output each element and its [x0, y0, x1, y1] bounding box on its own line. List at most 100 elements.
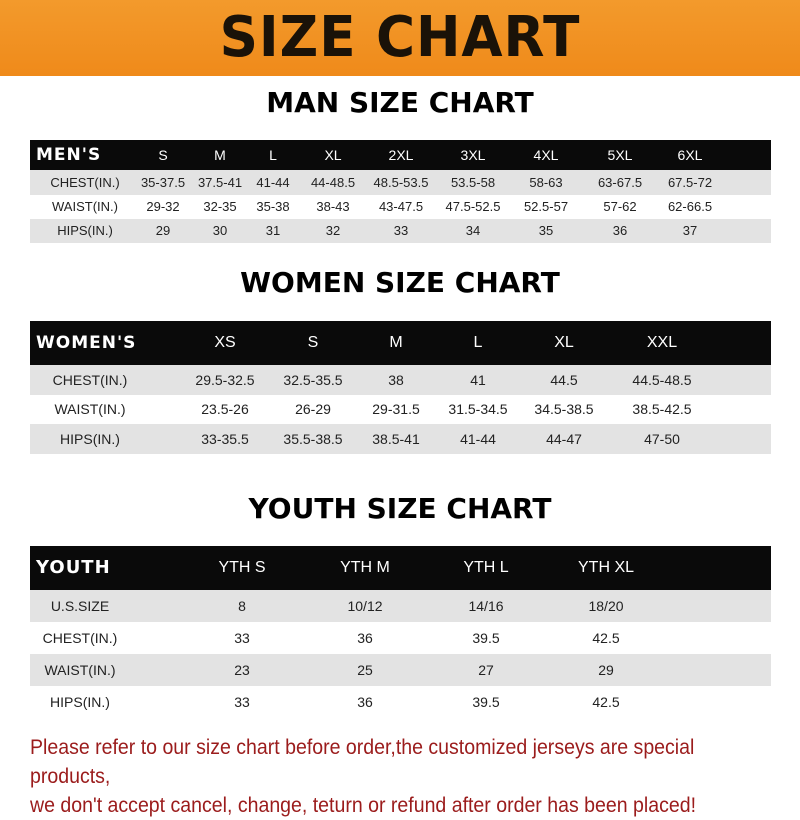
table-cell: 29 [598, 662, 614, 678]
table-cell: 38-43 [316, 199, 350, 214]
banner-title: SIZE CHART [219, 5, 581, 70]
row-label: U.S.SIZE [50, 598, 110, 614]
women-title: WOMEN SIZE CHART [240, 266, 560, 299]
size-header: L [269, 147, 277, 163]
table-cell: 34.5-38.5 [534, 401, 594, 417]
table-cell: 33 [393, 223, 409, 238]
size-header: S [307, 334, 319, 351]
table-cell: 33 [234, 694, 250, 710]
youth-size-table: YOUTH YTH S YTH M YTH L YTH XL U.S.SIZE 8 10/12… [30, 546, 771, 718]
row-label: WAIST(IN.) [44, 662, 116, 678]
table-cell: 38.5-42.5 [632, 401, 692, 417]
table-cell: 42.5 [592, 630, 620, 646]
row-label: CHEST(IN.) [42, 630, 118, 646]
banner: SIZE CHART [0, 0, 800, 76]
size-header: XL [324, 147, 342, 163]
table-cell: 37 [682, 223, 698, 238]
notice-line: we don't accept cancel, change, teturn o… [30, 794, 697, 817]
size-header: M [389, 334, 403, 351]
men-size-table: MEN'S S M L XL 2XL 3XL 4XL 5XL 6XL CHEST(IN.) 35-37… [30, 140, 771, 243]
table-cell: 52.5-57 [523, 199, 569, 214]
size-header: XS [214, 334, 236, 351]
table-row: HIPS(IN.) 29 30 31 32 33 34 35 36 37 [30, 219, 771, 243]
table-cell: 25 [357, 662, 373, 678]
notice-line: Please refer to our size chart before or… [30, 736, 695, 788]
table-cell: 37.5-41 [197, 175, 243, 190]
row-label: HIPS(IN.) [60, 431, 120, 447]
table-cell: 32.5-35.5 [283, 372, 343, 388]
table-cell: 36 [357, 630, 373, 646]
size-header: 2XL [388, 147, 414, 163]
table-cell: 27 [478, 662, 494, 678]
header-row: YOUTH YTH S YTH M YTH L YTH XL [30, 546, 771, 590]
men-title: MAN SIZE CHART [266, 86, 534, 119]
table-cell: 29-32 [146, 199, 180, 214]
table-cell: 53.5-58 [450, 175, 496, 190]
row-label: HIPS(IN.) [57, 223, 113, 238]
row-label: CHEST(IN.) [50, 175, 120, 190]
women-size-table: WOMEN'S XS S M L XL XXL CHEST(IN.) 29.5-32.5 32.5… [30, 321, 771, 454]
table-cell: 32 [325, 223, 341, 238]
table-cell: 33 [234, 630, 250, 646]
size-header: 5XL [607, 147, 633, 163]
table-cell: 36 [612, 223, 628, 238]
table-cell: 29 [155, 223, 171, 238]
table-label: YOUTH [36, 557, 111, 578]
table-cell: 23 [234, 662, 250, 678]
table-row: WAIST(IN.) 23 25 27 29 [30, 654, 771, 686]
youth-title: YOUTH SIZE CHART [248, 492, 552, 525]
table-row: HIPS(IN.) 33-35.5 35.5-38.5 38.5-41 41-44 44-… [30, 424, 771, 454]
table-cell: 41-44 [256, 175, 290, 190]
table-cell: 30 [212, 223, 228, 238]
table-cell: 32-35 [203, 199, 237, 214]
table-cell: 43-47.5 [378, 199, 424, 214]
table-cell: 67.5-72 [667, 175, 713, 190]
row-label: HIPS(IN.) [50, 694, 110, 710]
size-header: YTH XL [577, 559, 635, 576]
table-cell: 36 [357, 694, 373, 710]
size-header: L [473, 334, 483, 351]
table-cell: 35-37.5 [140, 175, 186, 190]
size-header: YTH M [340, 559, 390, 576]
table-row: WAIST(IN.) 29-32 32-35 35-38 38-43 43-47.5 47.… [30, 195, 771, 219]
table-cell: 41 [470, 372, 486, 388]
table-label: MEN'S [36, 145, 102, 165]
table-cell: 10/12 [347, 598, 383, 614]
row-label: WAIST(IN.) [52, 199, 118, 214]
table-cell: 39.5 [472, 630, 500, 646]
table-cell: 48.5-53.5 [373, 175, 429, 190]
table-cell: 44-48.5 [310, 175, 356, 190]
row-label: WAIST(IN.) [54, 401, 126, 417]
table-cell: 23.5-26 [201, 401, 249, 417]
table-cell: 38 [388, 372, 404, 388]
table-cell: 31 [265, 223, 281, 238]
table-row: HIPS(IN.) 33 36 39.5 42.5 [30, 686, 771, 718]
table-cell: 14/16 [468, 598, 504, 614]
table-cell: 35.5-38.5 [283, 431, 343, 447]
notice: Please refer to our size chart before or… [30, 733, 746, 820]
table-cell: 18/20 [588, 598, 624, 614]
header-row: WOMEN'S XS S M L XL XXL [30, 321, 771, 365]
table-row: CHEST(IN.) 33 36 39.5 42.5 [30, 622, 771, 654]
table-row: CHEST(IN.) 35-37.5 37.5-41 41-44 44-48.5 48.5… [30, 170, 771, 195]
table-cell: 29-31.5 [372, 401, 420, 417]
table-label: WOMEN'S [36, 333, 137, 353]
size-header: 3XL [460, 147, 486, 163]
table-cell: 26-29 [295, 401, 331, 417]
table-cell: 8 [238, 598, 246, 614]
size-header: XXL [646, 334, 678, 351]
table-cell: 47.5-52.5 [445, 199, 501, 214]
table-cell: 44.5 [550, 372, 578, 388]
table-cell: 44-47 [546, 431, 582, 447]
table-row: U.S.SIZE 8 10/12 14/16 18/20 [30, 590, 771, 622]
size-header: M [214, 147, 226, 163]
size-header: 6XL [677, 147, 703, 163]
table-cell: 57-62 [603, 199, 637, 214]
table-cell: 29.5-32.5 [195, 372, 255, 388]
table-cell: 38.5-41 [372, 431, 420, 447]
table-cell: 31.5-34.5 [448, 401, 508, 417]
table-cell: 34 [465, 223, 481, 238]
table-cell: 33-35.5 [201, 431, 249, 447]
table-cell: 44.5-48.5 [632, 372, 692, 388]
table-cell: 42.5 [592, 694, 620, 710]
